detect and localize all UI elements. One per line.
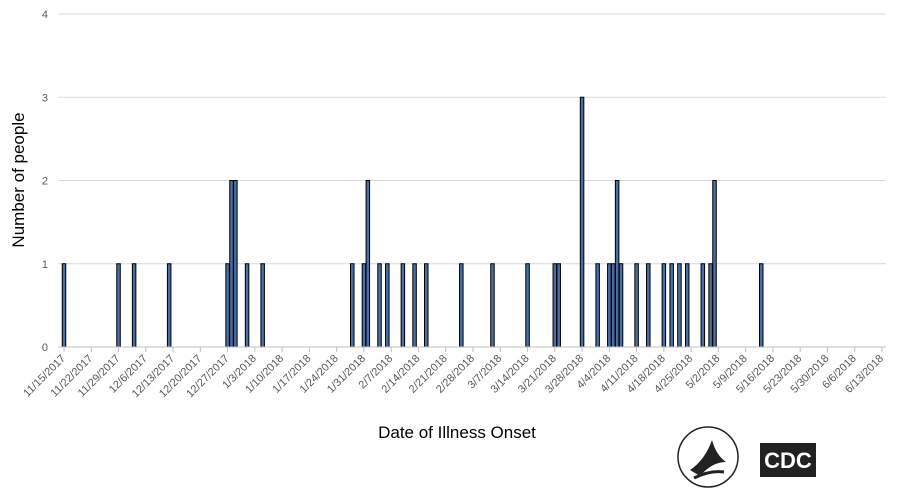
y-tick-label: 1 [42, 259, 48, 271]
cdc-logo: CDC [760, 443, 816, 477]
bar [424, 263, 429, 348]
bar [349, 263, 355, 348]
bar [669, 263, 674, 348]
bar [595, 263, 600, 348]
bar [677, 263, 682, 348]
bar [131, 263, 137, 348]
bar [610, 263, 616, 348]
bar [712, 180, 717, 348]
bar [365, 180, 371, 348]
bar [579, 96, 585, 348]
y-tick-label: 0 [42, 342, 48, 354]
bar [400, 263, 406, 348]
bar [700, 263, 706, 348]
bar [525, 263, 530, 348]
bar [634, 263, 639, 348]
bar [646, 263, 651, 348]
bar [260, 263, 265, 348]
bar [614, 180, 620, 348]
bar [661, 263, 667, 348]
bar [490, 263, 495, 348]
hhs-logo [677, 426, 739, 488]
y-tick-label: 3 [42, 92, 48, 104]
bar [116, 263, 121, 348]
bar [618, 263, 624, 348]
y-tick-label: 2 [42, 176, 48, 188]
bar [377, 263, 382, 348]
x-axis-label: Date of Illness Onset [378, 423, 536, 442]
bar [459, 263, 464, 348]
bar [233, 180, 238, 348]
bar [166, 263, 172, 348]
bar [412, 263, 417, 348]
bar [758, 263, 764, 348]
bar [225, 263, 230, 348]
logo-text: CDC [764, 448, 812, 473]
bar [708, 263, 713, 348]
bar [684, 263, 690, 348]
bar [607, 263, 612, 348]
y-axis-label: Number of people [9, 112, 28, 247]
y-tick-label: 4 [42, 9, 48, 21]
bar [244, 263, 250, 348]
bar [361, 263, 367, 348]
bar [552, 263, 558, 348]
bar [556, 263, 561, 348]
bar [229, 180, 234, 348]
bar [385, 263, 390, 348]
bar [61, 263, 67, 348]
